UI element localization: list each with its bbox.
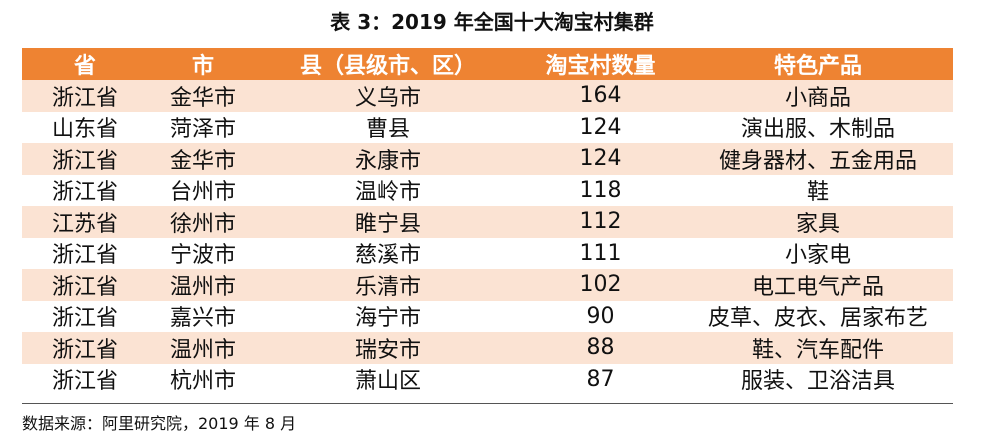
- table-row: 浙江省 嘉兴市 海宁市 90 皮草、皮衣、居家布艺: [22, 300, 953, 332]
- cell-province: 浙江省: [51, 180, 118, 206]
- header-village-count: 淘宝村数量: [545, 54, 656, 79]
- cell-village-count: 124: [579, 114, 622, 140]
- table-bottom-rule: [22, 403, 953, 404]
- cell-village-count: 87: [586, 366, 615, 392]
- cell-city: 杭州市: [169, 369, 236, 395]
- table-row: 浙江省 温州市 瑞安市 88 鞋、汽车配件: [22, 332, 953, 364]
- cell-province: 浙江省: [51, 369, 118, 395]
- cell-village-count: 111: [579, 240, 622, 266]
- header-city: 市: [191, 54, 214, 79]
- table-row: 浙江省 温州市 乐清市 102 电工电气产品: [22, 269, 953, 301]
- cell-city: 金华市: [169, 148, 236, 174]
- cell-village-count: 124: [579, 146, 622, 172]
- cell-province: 江苏省: [51, 211, 118, 237]
- table-row: 江苏省 徐州市 睢宁县 112 家具: [22, 206, 953, 238]
- table-row: 浙江省 金华市 义乌市 164 小商品: [22, 80, 953, 112]
- cell-city: 温州市: [169, 274, 236, 300]
- data-source-note: 数据来源：阿里研究院，2019 年 8 月: [22, 414, 297, 433]
- cell-province: 浙江省: [51, 243, 118, 269]
- cell-city: 菏泽市: [169, 117, 236, 143]
- header-products: 特色产品: [773, 54, 862, 79]
- table-row: 浙江省 金华市 永康市 124 健身器材、五金用品: [22, 143, 953, 175]
- cell-city: 金华市: [169, 85, 236, 111]
- cell-village-count: 90: [586, 303, 615, 329]
- cell-products: 电工电气产品: [751, 274, 884, 300]
- table-title: 表 3：2019 年全国十大淘宝村集群: [330, 10, 654, 34]
- cell-county: 温岭市: [354, 180, 421, 206]
- cell-products: 鞋: [806, 180, 829, 206]
- cell-products: 服装、卫浴洁具: [740, 369, 895, 395]
- cell-village-count: 112: [579, 209, 622, 235]
- cell-county: 乐清市: [354, 274, 421, 300]
- cell-city: 嘉兴市: [169, 306, 236, 332]
- cell-province: 山东省: [51, 117, 118, 143]
- table-header-row: 省 市 县（县级市、区） 淘宝村数量 特色产品: [22, 48, 953, 80]
- cell-province: 浙江省: [51, 337, 118, 363]
- cell-county: 永康市: [354, 148, 421, 174]
- cell-products: 皮草、皮衣、居家布艺: [707, 306, 928, 332]
- cell-products: 演出服、木制品: [740, 117, 895, 143]
- cell-city: 温州市: [169, 337, 236, 363]
- table-body: 浙江省 金华市 义乌市 164 小商品 山东省 菏泽市 曹县 124 演出服、木制品 浙江省 金华市永…: [22, 80, 953, 395]
- table-row: 浙江省 宁波市 慈溪市 111 小家电: [22, 237, 953, 269]
- cell-province: 浙江省: [51, 148, 118, 174]
- cell-city: 台州市: [169, 180, 236, 206]
- cell-village-count: 164: [579, 83, 622, 109]
- cell-county: 萧山区: [354, 369, 421, 395]
- cell-county: 曹县: [365, 117, 410, 143]
- cell-city: 徐州市: [169, 211, 236, 237]
- cell-county: 瑞安市: [354, 337, 421, 363]
- cell-products: 鞋、汽车配件: [751, 337, 884, 363]
- cell-county: 慈溪市: [354, 243, 421, 269]
- table-row: 浙江省 杭州市 萧山区 87 服装、卫浴洁具: [22, 363, 953, 395]
- taobao-village-table: 省 市 县（县级市、区） 淘宝村数量 特色产品 浙江省 金华市 义乌市 164 小商品山…: [22, 48, 953, 395]
- table-row: 浙江省 台州市 温岭市 118 鞋: [22, 174, 953, 206]
- cell-products: 家具: [795, 211, 840, 237]
- cell-products: 小商品: [784, 85, 851, 111]
- cell-city: 宁波市: [169, 243, 236, 269]
- table-row: 山东省 菏泽市 曹县 124 演出服、木制品: [22, 111, 953, 143]
- cell-county: 义乌市: [354, 85, 421, 111]
- cell-province: 浙江省: [51, 306, 118, 332]
- cell-county: 海宁市: [354, 306, 421, 332]
- header-province: 省: [73, 54, 96, 79]
- cell-village-count: 102: [579, 272, 622, 298]
- cell-province: 浙江省: [51, 85, 118, 111]
- cell-province: 浙江省: [51, 274, 118, 300]
- cell-products: 健身器材、五金用品: [718, 148, 917, 174]
- cell-village-count: 118: [579, 177, 622, 203]
- cell-village-count: 88: [586, 335, 615, 361]
- header-county: 县（县级市、区）: [299, 54, 476, 79]
- cell-products: 小家电: [784, 243, 851, 269]
- cell-county: 睢宁县: [354, 211, 421, 237]
